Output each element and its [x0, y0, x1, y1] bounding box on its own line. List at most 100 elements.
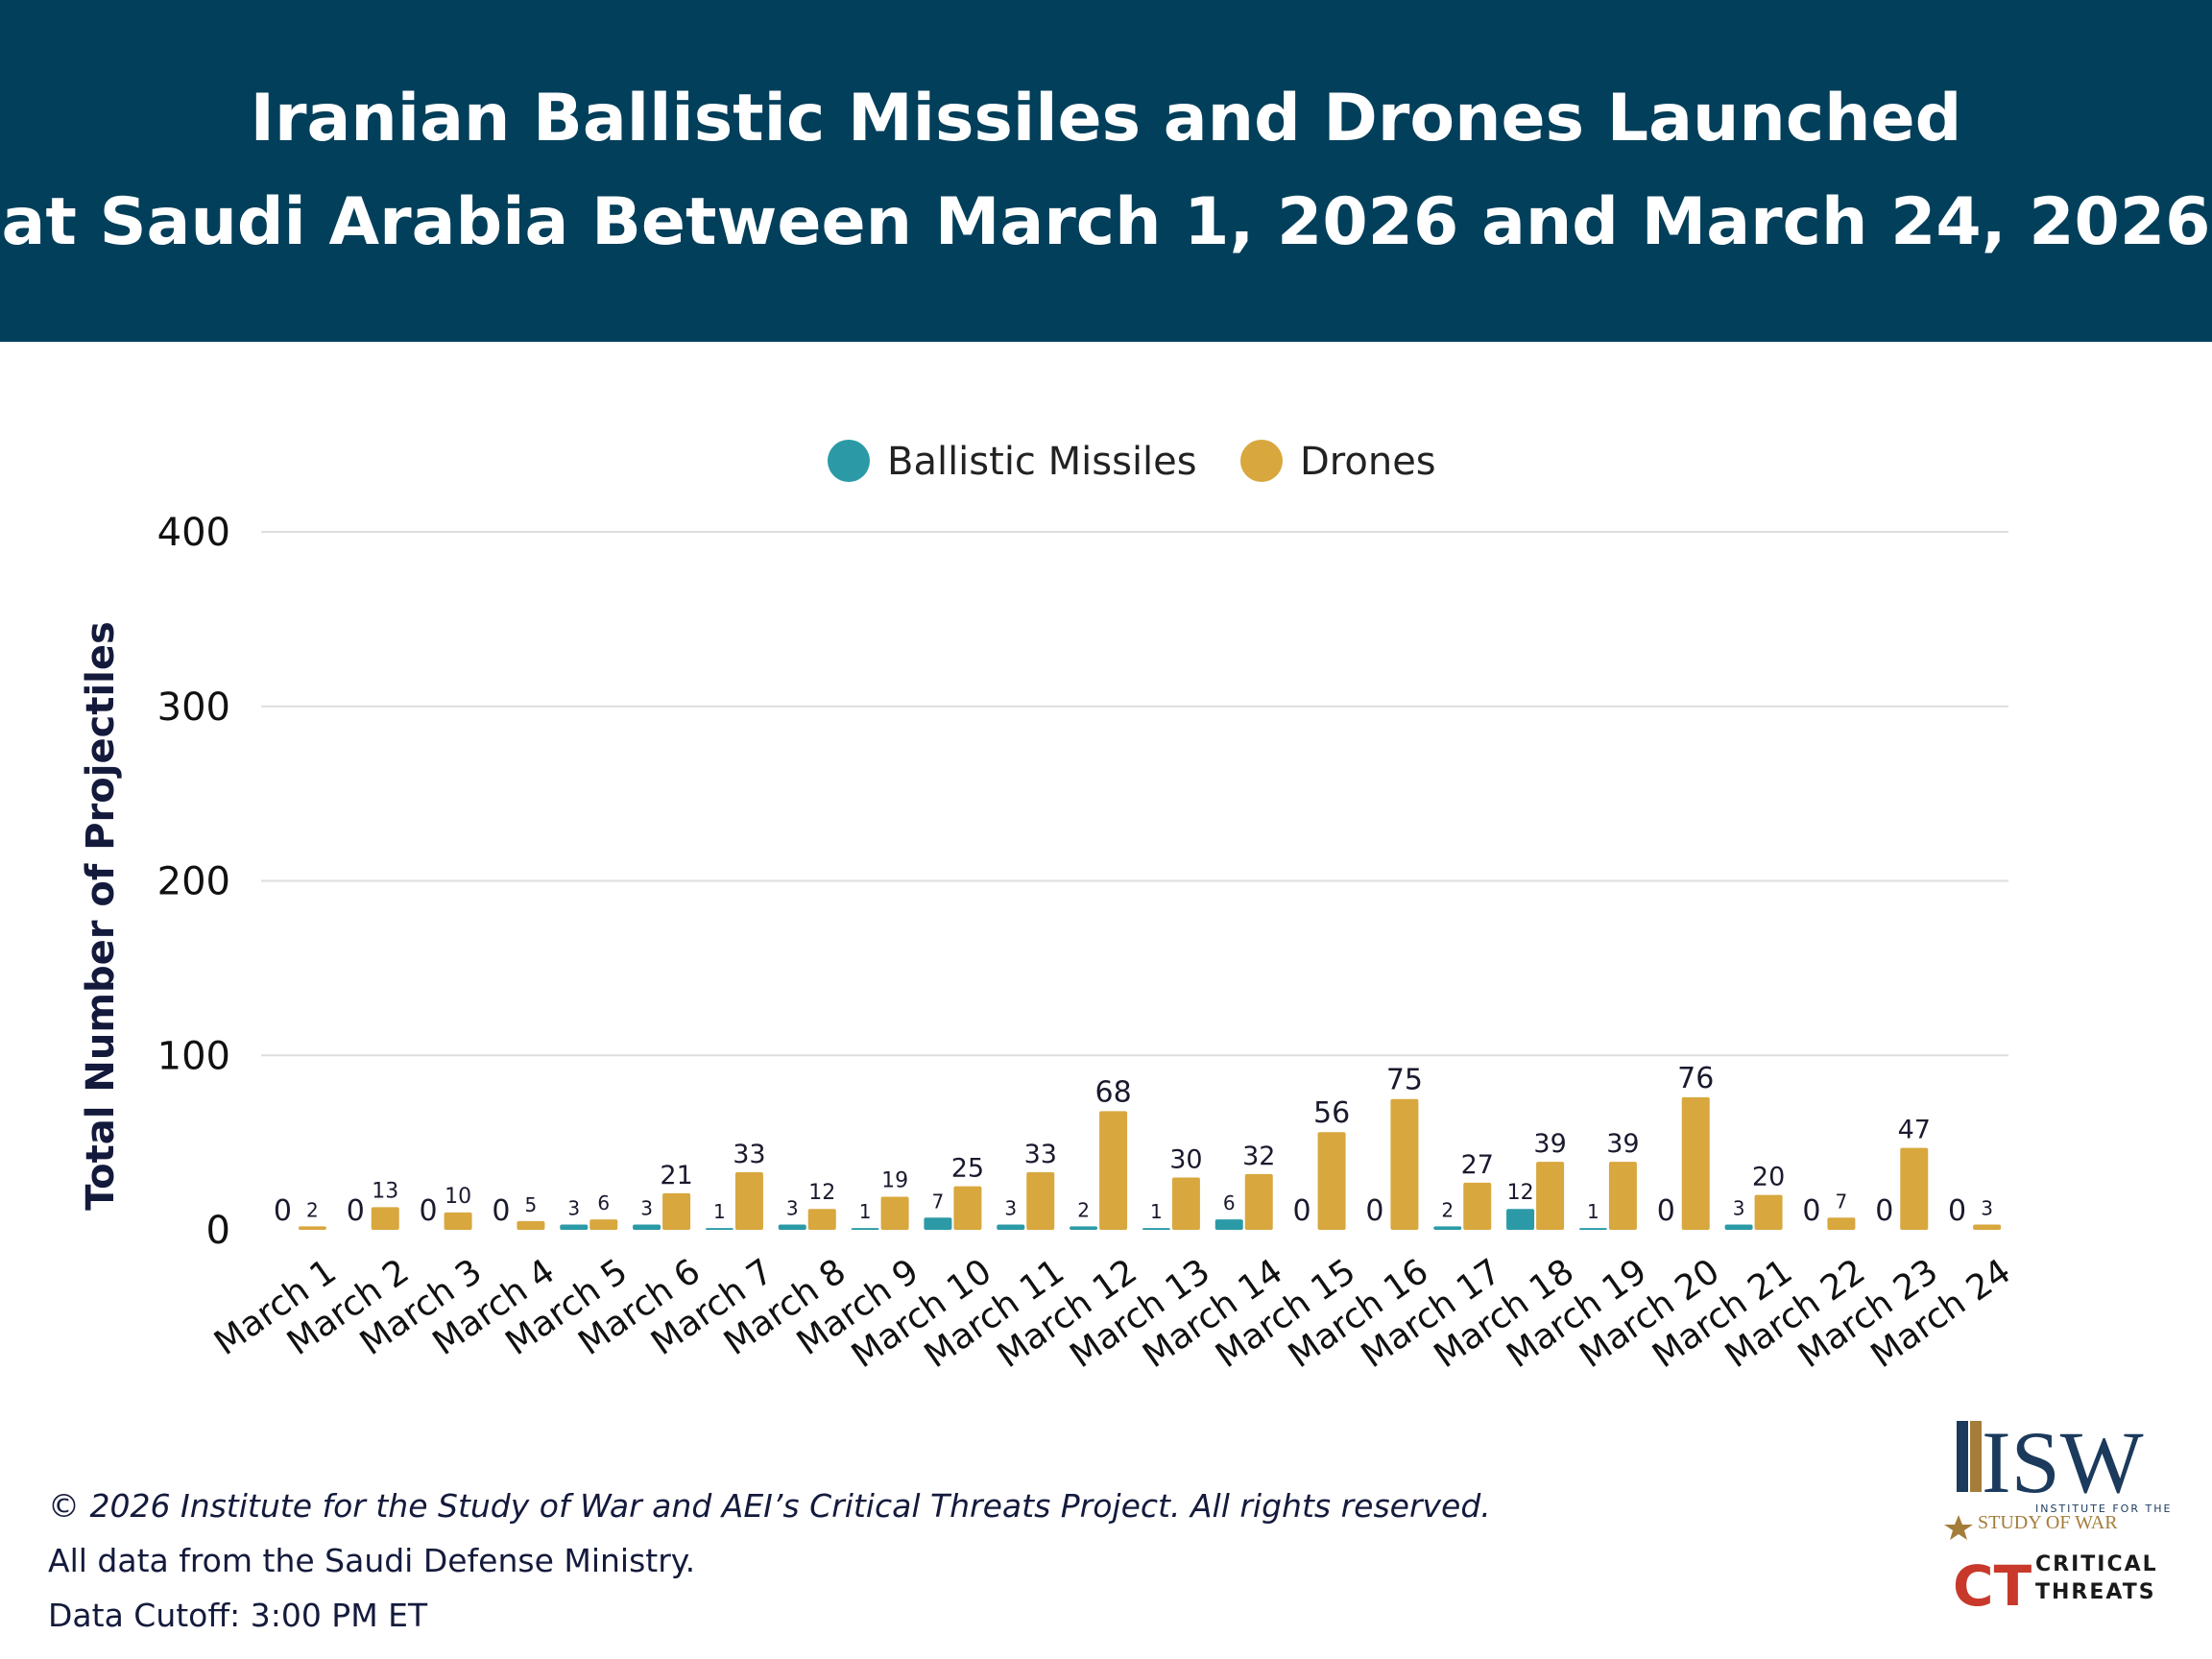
- ballistic-value-label-7: 1: [713, 1200, 726, 1223]
- copyright-notice: © 2026 Institute for the Study of War an…: [48, 1487, 1491, 1525]
- drones-value-label-13: 30: [1169, 1144, 1202, 1174]
- ballistic-value-label-9: 1: [859, 1200, 872, 1223]
- ballistic-bar-8: [778, 1224, 806, 1230]
- ballistic-value-label-16: 0: [1365, 1194, 1383, 1228]
- drones-bar-18: [1536, 1162, 1565, 1230]
- data-cutoff-note: Data Cutoff: 3:00 PM ET: [48, 1597, 428, 1634]
- y-tick-label: 400: [157, 511, 230, 555]
- y-tick-label: 100: [157, 1034, 230, 1078]
- drones-value-label-12: 68: [1094, 1075, 1131, 1109]
- drones-value-label-23: 47: [1898, 1116, 1931, 1145]
- drones-bar-16: [1390, 1098, 1419, 1230]
- drones-bar-4: [517, 1220, 545, 1230]
- drones-bar-10: [953, 1186, 982, 1230]
- y-axis-label: Total Number of Projectiles: [79, 621, 123, 1211]
- drones-value-label-8: 12: [808, 1181, 835, 1205]
- ballistic-bar-11: [997, 1224, 1025, 1230]
- ballistic-value-label-13: 1: [1150, 1200, 1163, 1223]
- ballistic-bar-13: [1142, 1228, 1170, 1230]
- y-axis-ticks: 0 100 200 300 400: [157, 511, 230, 1253]
- drones-bar-8: [807, 1209, 836, 1230]
- drones-value-label-4: 5: [525, 1193, 538, 1216]
- drones-bar-24: [1973, 1224, 2002, 1230]
- footer: © 2026 Institute for the Study of War an…: [48, 1479, 1491, 1643]
- ct-logo-line-1: CRITICAL: [2035, 1552, 2158, 1576]
- drones-value-label-15: 56: [1313, 1096, 1350, 1130]
- ballistic-bar-5: [560, 1224, 589, 1230]
- legend: Ballistic Missiles Drones: [828, 440, 1436, 484]
- drones-bar-2: [371, 1207, 399, 1230]
- ballistic-bar-12: [1070, 1226, 1098, 1230]
- ballistic-value-label-1: 0: [274, 1194, 292, 1228]
- isw-logo-bar: [1957, 1421, 1968, 1492]
- drones-value-label-19: 39: [1606, 1129, 1639, 1159]
- ballistic-value-label-19: 1: [1587, 1200, 1599, 1223]
- drones-value-label-11: 33: [1024, 1140, 1057, 1169]
- isw-logo-subtitle-2: STUDY OF WAR: [1978, 1512, 2118, 1533]
- chart-area: Ballistic Missiles Drones Total Number o…: [79, 440, 2018, 1376]
- drones-value-label-5: 6: [597, 1191, 610, 1214]
- critical-threats-logo: CT CRITICAL THREATS: [1953, 1552, 2158, 1619]
- drones-value-label-2: 13: [372, 1179, 398, 1203]
- ct-logo-line-2: THREATS: [2035, 1580, 2156, 1604]
- legend-label-ballistic: Ballistic Missiles: [887, 440, 1197, 484]
- title-banner: Iranian Ballistic Missiles and Drones La…: [0, 0, 2212, 342]
- drones-bar-11: [1026, 1172, 1055, 1230]
- ballistic-bar-9: [851, 1228, 879, 1230]
- drones-value-label-9: 19: [881, 1168, 908, 1192]
- drones-bar-17: [1463, 1182, 1492, 1230]
- ballistic-value-label-6: 3: [640, 1197, 653, 1220]
- drones-bar-6: [662, 1192, 691, 1230]
- ballistic-value-label-15: 0: [1293, 1194, 1311, 1228]
- gridlines: [261, 531, 2008, 1057]
- drones-value-label-6: 21: [660, 1161, 692, 1190]
- ballistic-value-label-17: 2: [1441, 1198, 1454, 1221]
- ballistic-value-label-2: 0: [347, 1194, 365, 1228]
- ballistic-value-label-11: 3: [1004, 1197, 1017, 1220]
- drones-bar-15: [1317, 1132, 1346, 1230]
- drones-value-label-14: 32: [1242, 1142, 1275, 1171]
- drones-bar-7: [734, 1172, 763, 1230]
- ballistic-value-label-4: 0: [492, 1194, 510, 1228]
- ballistic-bar-17: [1433, 1226, 1462, 1230]
- ballistic-bar-21: [1724, 1224, 1753, 1230]
- drones-bar-12: [1099, 1111, 1128, 1230]
- data-source-note: All data from the Saudi Defense Ministry…: [48, 1542, 696, 1579]
- drones-value-label-10: 25: [951, 1154, 984, 1184]
- ballistic-value-label-3: 0: [420, 1194, 438, 1228]
- ballistic-bar-18: [1506, 1209, 1535, 1230]
- drones-bar-23: [1900, 1147, 1929, 1230]
- logos: ISW INSTITUTE FOR THE STUDY OF WAR CT CR…: [1944, 1413, 2170, 1619]
- ballistic-value-label-22: 0: [1802, 1194, 1820, 1228]
- ballistic-bar-14: [1214, 1219, 1243, 1230]
- ballistic-value-label-8: 3: [786, 1197, 799, 1220]
- drones-value-label-21: 20: [1752, 1163, 1785, 1192]
- drones-bar-20: [1681, 1096, 1710, 1230]
- drones-value-label-3: 10: [445, 1185, 471, 1209]
- drones-bar-21: [1754, 1194, 1783, 1230]
- ballistic-bar-19: [1578, 1228, 1607, 1230]
- ballistic-bar-7: [705, 1228, 733, 1230]
- ballistic-value-label-12: 2: [1077, 1198, 1090, 1221]
- y-tick-label: 0: [206, 1209, 230, 1253]
- drones-value-label-7: 33: [733, 1140, 765, 1169]
- ballistic-value-label-5: 3: [567, 1197, 580, 1220]
- isw-logo: ISW INSTITUTE FOR THE STUDY OF WAR: [1944, 1413, 2170, 1540]
- ct-logo-mark: CT: [1953, 1553, 2032, 1619]
- drones-value-label-20: 76: [1677, 1062, 1714, 1095]
- chart-title-line-2: at Saudi Arabia Between March 1, 2026 an…: [1, 184, 2211, 260]
- drones-value-label-24: 3: [1981, 1197, 1993, 1220]
- ballistic-value-label-21: 3: [1733, 1197, 1745, 1220]
- drones-bar-3: [444, 1212, 472, 1230]
- ballistic-bar-6: [633, 1224, 661, 1230]
- ballistic-value-label-20: 0: [1657, 1194, 1675, 1228]
- legend-label-drones: Drones: [1300, 440, 1436, 484]
- drones-bar-13: [1171, 1177, 1200, 1230]
- isw-logo-mark: ISW: [1982, 1413, 2144, 1511]
- y-tick-label: 300: [157, 685, 230, 730]
- isw-logo-bar-gold: [1970, 1421, 1982, 1492]
- ballistic-value-label-23: 0: [1875, 1194, 1893, 1228]
- bars: [298, 1096, 2002, 1230]
